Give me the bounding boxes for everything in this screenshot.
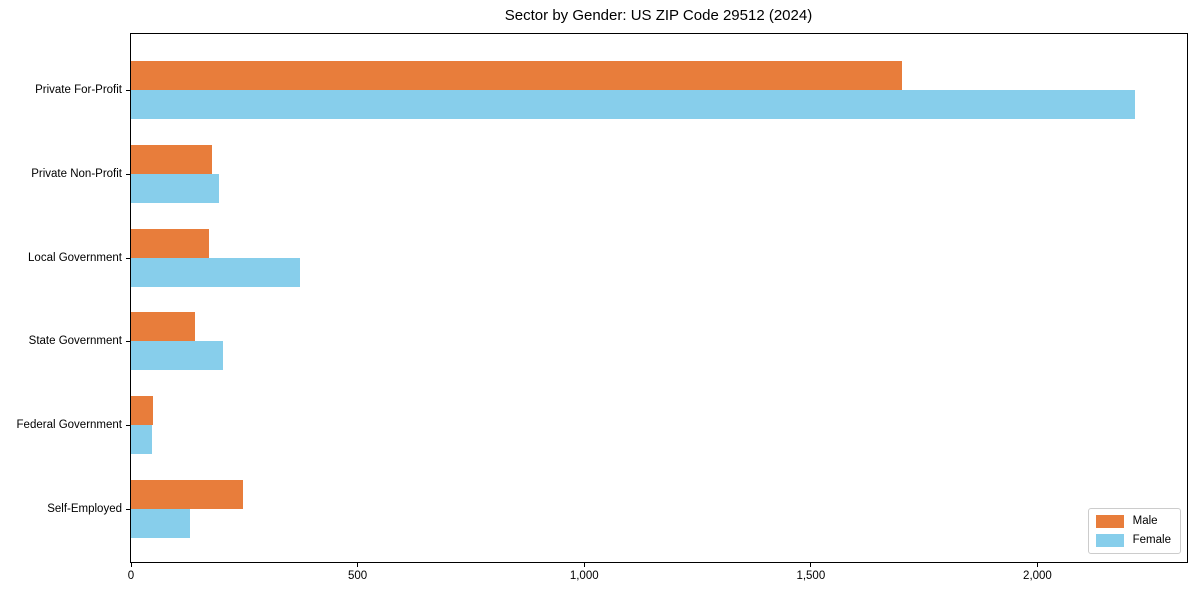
bar-male-private-non-profit	[131, 144, 212, 174]
x-tick-mark	[357, 562, 359, 567]
y-tick-label: Federal Government	[16, 419, 122, 432]
y-tick-mark	[126, 425, 131, 427]
bar-male-local-government	[131, 228, 210, 258]
y-tick-mark	[126, 509, 131, 510]
y-tick-label: Private For-Profit	[35, 84, 122, 96]
legend-swatch-female	[1095, 534, 1124, 547]
y-tick-mark	[126, 341, 131, 343]
x-tick-mark	[810, 562, 812, 567]
bar-female-state-government	[131, 341, 223, 371]
bar-male-private-for-profit	[131, 61, 902, 90]
chart-title: Sector by Gender: US ZIP Code 29512 (202…	[504, 7, 813, 24]
x-tick-mark	[1036, 562, 1038, 567]
legend-swatch-male	[1095, 515, 1124, 528]
x-tick-label: 500	[348, 570, 368, 582]
y-tick-label: Self-Employed	[47, 503, 122, 515]
legend-row-female: Female	[1095, 534, 1171, 547]
x-tick-label: 1,000	[569, 570, 599, 582]
legend-row-male: Male	[1095, 515, 1171, 528]
y-tick-mark	[126, 173, 131, 175]
x-tick-mark	[130, 562, 132, 567]
y-tick-label: State Government	[28, 335, 122, 348]
bar-female-self-employed	[131, 509, 191, 538]
bar-male-self-employed	[131, 480, 243, 509]
y-tick-mark	[126, 257, 131, 259]
bar-female-local-government	[131, 257, 301, 287]
x-tick-label: 1,500	[796, 570, 826, 582]
legend: Male Female	[1087, 508, 1181, 554]
legend-label-female: Female	[1132, 534, 1171, 546]
y-tick-label: Local Government	[28, 251, 122, 264]
y-tick-mark	[126, 90, 131, 91]
x-tick-label: 0	[127, 570, 135, 582]
x-tick-mark	[583, 562, 585, 567]
bar-male-federal-government	[131, 396, 154, 426]
bar-female-private-for-profit	[131, 90, 1135, 119]
bar-female-private-non-profit	[131, 173, 220, 203]
y-tick-label: Private Non-Profit	[31, 167, 122, 180]
bar-female-federal-government	[131, 425, 152, 455]
plot-area: Private For-Profit Private Non-Profit Loca…	[17, 33, 1188, 582]
bar-male-state-government	[131, 312, 196, 342]
legend-label-male: Male	[1132, 515, 1158, 527]
x-tick-label: 2,000	[1023, 570, 1052, 582]
